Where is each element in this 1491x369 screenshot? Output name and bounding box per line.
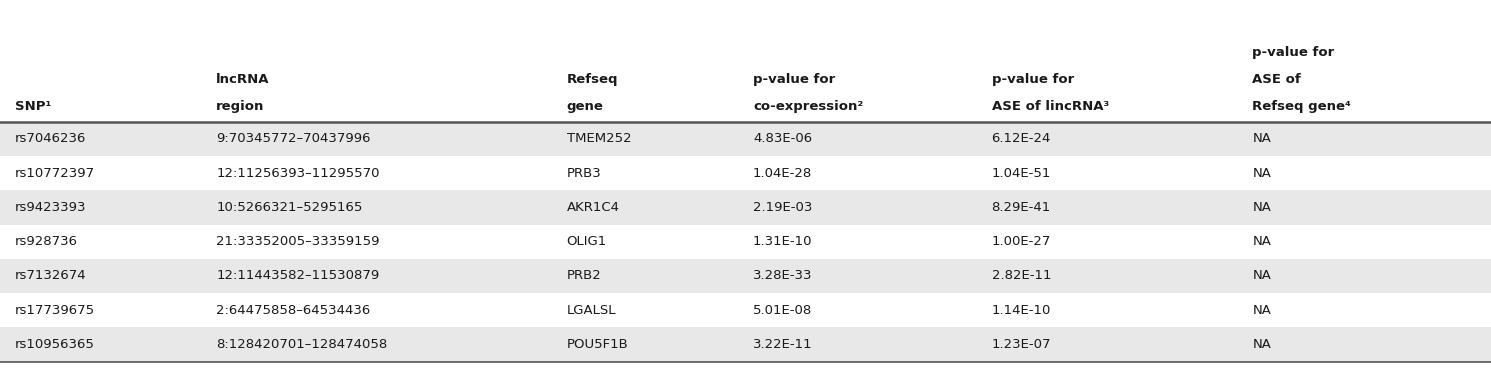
Text: co-expression²: co-expression² [753,100,863,113]
Bar [0,190,1491,225]
Text: 1.31E-10: 1.31E-10 [753,235,813,248]
Text: AKR1C4: AKR1C4 [567,201,620,214]
Text: 1.14E-10: 1.14E-10 [992,304,1051,317]
Text: 8.29E-41: 8.29E-41 [992,201,1051,214]
Text: 1.23E-07: 1.23E-07 [992,338,1051,351]
Bar [0,156,1491,190]
Text: rs10956365: rs10956365 [15,338,95,351]
Text: rs7132674: rs7132674 [15,269,86,282]
Text: POU5F1B: POU5F1B [567,338,628,351]
Text: NA: NA [1252,132,1272,145]
Text: NA: NA [1252,304,1272,317]
Text: rs928736: rs928736 [15,235,78,248]
Text: NA: NA [1252,201,1272,214]
Text: 9:70345772–70437996: 9:70345772–70437996 [216,132,371,145]
Text: p-value for: p-value for [1252,46,1334,59]
Text: PRB2: PRB2 [567,269,601,282]
Text: LGALSL: LGALSL [567,304,616,317]
Text: rs17739675: rs17739675 [15,304,95,317]
Text: 5.01E-08: 5.01E-08 [753,304,813,317]
Text: 12:11256393–11295570: 12:11256393–11295570 [216,167,380,180]
Text: ASE of: ASE of [1252,73,1302,86]
Bar [0,327,1491,362]
Text: 8:128420701–128474058: 8:128420701–128474058 [216,338,388,351]
Text: 4.83E-06: 4.83E-06 [753,132,813,145]
Text: Refseq: Refseq [567,73,619,86]
Bar [0,225,1491,259]
Text: 6.12E-24: 6.12E-24 [992,132,1051,145]
Text: NA: NA [1252,167,1272,180]
Text: 2.82E-11: 2.82E-11 [992,269,1051,282]
Text: ASE of lincRNA³: ASE of lincRNA³ [992,100,1109,113]
Text: TMEM252: TMEM252 [567,132,631,145]
Text: 2:64475858–64534436: 2:64475858–64534436 [216,304,370,317]
Text: 12:11443582–11530879: 12:11443582–11530879 [216,269,379,282]
Bar [0,122,1491,156]
Bar [0,11,1491,122]
Text: 3.28E-33: 3.28E-33 [753,269,813,282]
Text: rs7046236: rs7046236 [15,132,86,145]
Text: p-value for: p-value for [753,73,835,86]
Text: 1.04E-51: 1.04E-51 [992,167,1051,180]
Text: rs9423393: rs9423393 [15,201,86,214]
Text: NA: NA [1252,338,1272,351]
Bar [0,293,1491,327]
Text: lncRNA: lncRNA [216,73,270,86]
Text: 2.19E-03: 2.19E-03 [753,201,813,214]
Bar [0,259,1491,293]
Text: OLIG1: OLIG1 [567,235,607,248]
Text: 21:33352005–33359159: 21:33352005–33359159 [216,235,380,248]
Text: rs10772397: rs10772397 [15,167,95,180]
Text: 10:5266321–5295165: 10:5266321–5295165 [216,201,362,214]
Text: 1.04E-28: 1.04E-28 [753,167,813,180]
Text: SNP¹: SNP¹ [15,100,51,113]
Text: 3.22E-11: 3.22E-11 [753,338,813,351]
Text: Refseq gene⁴: Refseq gene⁴ [1252,100,1351,113]
Text: gene: gene [567,100,604,113]
Text: 1.00E-27: 1.00E-27 [992,235,1051,248]
Text: p-value for: p-value for [992,73,1074,86]
Text: PRB3: PRB3 [567,167,601,180]
Text: NA: NA [1252,269,1272,282]
Text: region: region [216,100,264,113]
Text: NA: NA [1252,235,1272,248]
